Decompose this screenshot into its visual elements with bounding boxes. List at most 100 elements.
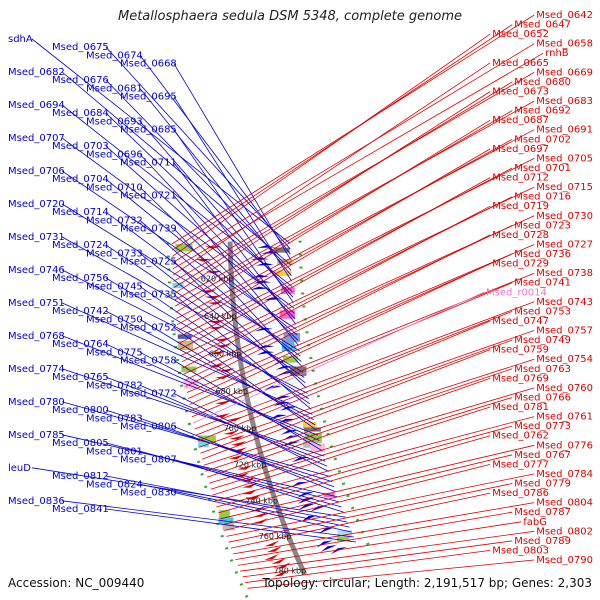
feature-block — [303, 439, 315, 448]
gene-label: Msed_0768 — [8, 331, 65, 342]
forward-gene — [250, 286, 269, 290]
leader-line — [61, 368, 325, 457]
gene-label: Msed_0692 — [514, 106, 571, 117]
leader-line — [174, 91, 491, 295]
leader-line — [139, 319, 316, 426]
leader-line — [201, 349, 491, 460]
leader-line — [173, 228, 303, 368]
feature-block — [336, 536, 350, 542]
leader-line — [185, 234, 491, 387]
gene-label: Msed_0760 — [536, 383, 593, 394]
gene-label: Msed_0773 — [514, 421, 571, 432]
leader-line — [61, 500, 354, 538]
gene-label: Msed_0754 — [536, 354, 593, 365]
leader-line — [197, 320, 491, 442]
leader-line — [244, 550, 491, 583]
ring-boundary — [298, 240, 370, 546]
gene-label: Msed_0702 — [514, 134, 571, 145]
forward-gene — [297, 497, 315, 504]
gene-label: Msed_0696 — [86, 149, 143, 160]
gene-label: Msed_0785 — [8, 430, 65, 441]
kbp-tick-label: 640 kbp — [204, 312, 237, 321]
gene-label: Msed_0728 — [492, 230, 549, 241]
forward-gene — [291, 456, 310, 463]
reverse-gene — [218, 368, 235, 373]
gene-label: Msed_0725 — [120, 257, 177, 268]
leader-line — [173, 63, 291, 260]
gene-label: Msed_0749 — [514, 335, 571, 346]
gene-label: Msed_0685 — [120, 125, 177, 136]
gene-label: Msed_0738 — [536, 268, 593, 279]
leader-line — [105, 244, 305, 378]
gene-label: Msed_0756 — [52, 273, 109, 284]
gene-label: Msed_0752 — [120, 323, 177, 334]
leader-line — [242, 540, 513, 578]
kbp-tick-label: 780 kbp — [274, 567, 307, 576]
forward-gene — [257, 245, 276, 248]
forward-gene — [298, 503, 316, 510]
gene-label: Msed_0763 — [514, 364, 571, 375]
leader-line — [105, 508, 357, 543]
gene-label: Msed_0723 — [514, 220, 571, 231]
gene-label: Msed_0746 — [8, 265, 65, 276]
leader-line — [139, 88, 292, 277]
feature-block — [290, 366, 307, 376]
leader-line — [171, 14, 535, 245]
leader-line — [139, 417, 335, 488]
leader-line — [173, 72, 535, 282]
forward-gene — [279, 406, 298, 411]
reverse-gene — [266, 546, 282, 553]
feature-block — [279, 310, 296, 319]
kbp-tick-label: 660 kbp — [209, 350, 242, 359]
feature-block — [304, 427, 321, 432]
gene-label: Msed_0719 — [492, 201, 549, 212]
gene-label: Msed_0715 — [536, 182, 593, 193]
forward-gene — [280, 430, 299, 435]
leader-line — [61, 401, 331, 477]
leader-line — [212, 406, 491, 496]
leader-line — [190, 272, 535, 412]
leader-line — [228, 483, 513, 543]
feature-block — [277, 259, 293, 265]
gene-label: Msed_0732 — [86, 215, 143, 226]
gene-label: Msed_0761 — [536, 412, 593, 423]
genome-stats-text: Topology: circular; Length: 2,191,517 bp… — [262, 576, 592, 590]
gene-label: Msed_0779 — [514, 479, 571, 490]
gene-label: Msed_0716 — [514, 192, 571, 203]
leader-line — [139, 55, 291, 255]
gene-label: Msed_0781 — [492, 402, 549, 413]
gene-label: Msed_0806 — [120, 422, 177, 433]
reverse-gene — [228, 454, 245, 460]
forward-gene — [269, 414, 288, 420]
gene-label: rnhB — [545, 48, 569, 59]
gene-label: Msed_0804 — [536, 498, 593, 509]
leader-line — [226, 473, 535, 537]
forward-gene — [256, 351, 275, 355]
gene-label: Msed_0759 — [492, 345, 549, 356]
gene-label: Msed_0720 — [8, 199, 65, 210]
gene-label: Msed_0743 — [536, 297, 593, 308]
leader-line — [230, 492, 491, 549]
gene-label: Msed_0783 — [86, 413, 143, 424]
leader-line — [179, 177, 491, 350]
leader-line — [175, 119, 491, 313]
leader-line — [172, 43, 535, 263]
feature-block — [281, 338, 295, 348]
reverse-gene — [264, 553, 279, 560]
reverse-gene — [237, 464, 253, 470]
gene-label: Msed_0824 — [86, 479, 143, 490]
reverse-gene — [230, 441, 247, 446]
forward-gene — [330, 546, 347, 555]
leader-line — [198, 330, 535, 448]
gene-label: Msed_0739 — [120, 224, 177, 235]
gene-label: Msed_0694 — [8, 100, 65, 111]
kbp-tick-label: 760 kbp — [259, 532, 292, 541]
leader-line — [174, 100, 535, 301]
leader-line — [205, 368, 513, 472]
leader-line — [173, 261, 307, 389]
forward-gene — [277, 418, 296, 424]
leader-line — [61, 302, 313, 415]
gene-label: Msed_0668 — [120, 59, 177, 70]
reverse-gene — [264, 540, 280, 547]
